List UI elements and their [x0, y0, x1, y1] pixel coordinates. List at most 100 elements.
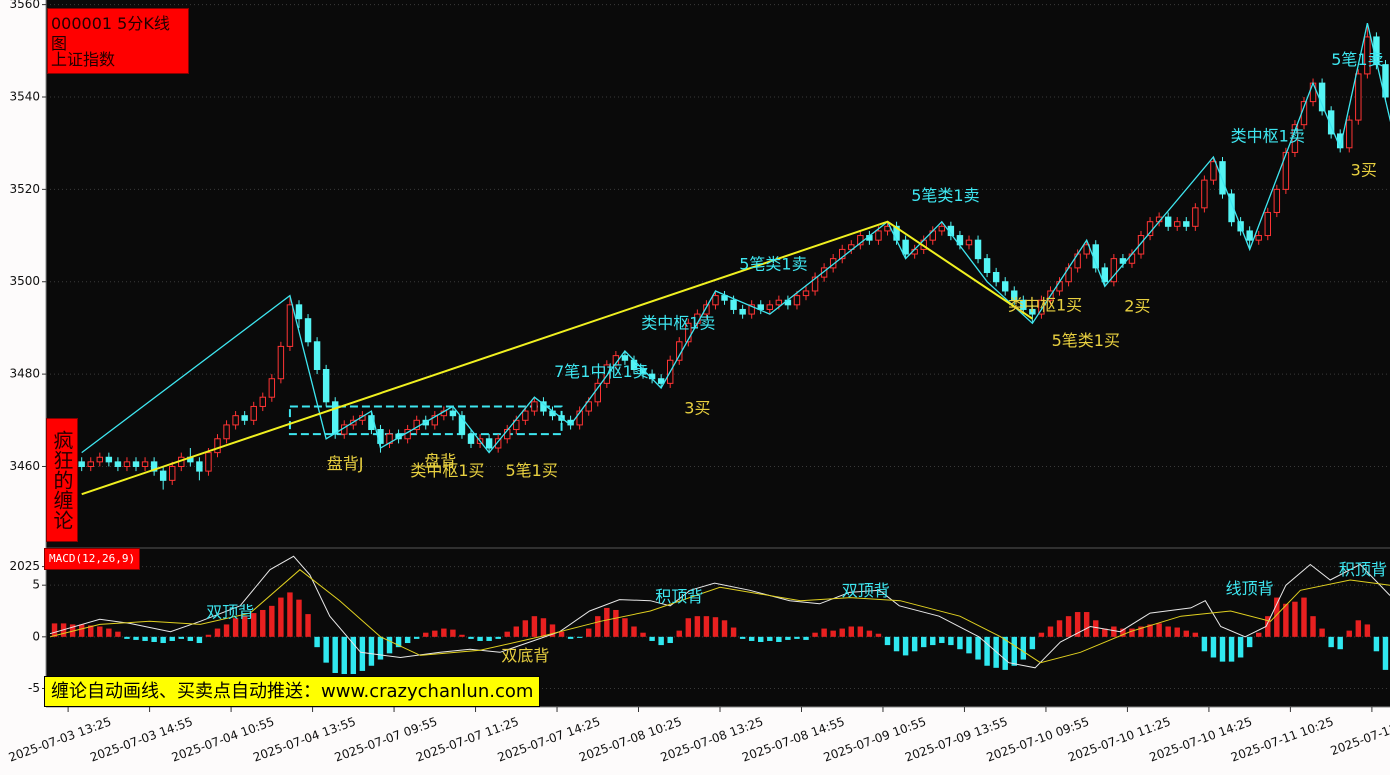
candle-body — [875, 230, 882, 241]
macd-bar — [1237, 636, 1244, 658]
candle-body — [196, 461, 203, 472]
chart-title: 000001 5分K线图 — [51, 14, 170, 53]
annotation: 5笔1卖 — [1331, 50, 1383, 69]
macd-bar — [459, 634, 465, 637]
macd-bar — [595, 616, 601, 637]
annotation: 5笔1买 — [505, 461, 557, 480]
macd-bar — [468, 636, 474, 639]
macd-bar — [576, 636, 583, 638]
macd-bar — [1292, 601, 1298, 637]
candle-body — [1346, 119, 1353, 149]
macd-bar — [911, 636, 918, 652]
candle-body — [1056, 281, 1063, 292]
macd-bar — [730, 627, 737, 637]
macd-bar — [640, 632, 646, 637]
macd-bar — [178, 636, 184, 639]
candle-body — [232, 415, 239, 426]
y-tick-label: 3540 — [9, 89, 40, 103]
macd-bar — [341, 636, 347, 675]
candle-body — [739, 308, 746, 315]
candle-body — [1110, 258, 1118, 283]
macd-bar — [930, 636, 936, 646]
macd-bar — [278, 597, 284, 637]
candle-body — [250, 405, 257, 421]
macd-bar — [676, 630, 682, 637]
macd-bar — [866, 630, 873, 637]
candle-body — [829, 258, 837, 269]
macd-bar — [957, 636, 963, 650]
candle-body — [766, 304, 774, 310]
macd-bar — [450, 629, 456, 637]
macd-bar — [902, 636, 909, 656]
macd-bar — [423, 632, 429, 637]
macd-bar — [69, 624, 76, 637]
macd-bar — [1029, 636, 1036, 650]
macd-bar — [721, 620, 728, 637]
candle-body — [576, 410, 583, 426]
candle-body — [992, 272, 1000, 283]
macd-bar — [196, 636, 203, 644]
banner: 缠论自动画线、买卖点自动推送：www.crazychanlun.com — [44, 676, 541, 707]
macd-bar — [1210, 636, 1217, 658]
price-panel — [46, 0, 1390, 548]
macd-bar — [1120, 628, 1126, 637]
macd-bar — [613, 609, 619, 637]
candle-body — [123, 461, 131, 467]
macd-bar — [359, 636, 366, 671]
y-tick-label: -5 — [28, 681, 40, 695]
candle-body — [1273, 188, 1281, 213]
macd-bar — [1246, 636, 1253, 648]
candle-body — [1137, 235, 1145, 255]
macd-bar — [748, 636, 755, 641]
macd-bar — [142, 636, 148, 641]
candle-body — [169, 465, 176, 481]
annotation: 5笔类1买 — [1052, 331, 1120, 350]
y-tick-label: 3480 — [9, 367, 40, 381]
macd-bar — [794, 636, 800, 639]
macd-bar — [604, 607, 610, 637]
macd-bar — [767, 636, 773, 641]
macd-bar — [332, 636, 338, 673]
macd-bar — [1102, 628, 1108, 637]
macd-bar — [1337, 636, 1343, 650]
candle-body — [703, 304, 710, 315]
macd-bar — [106, 628, 112, 637]
candle-body — [1228, 193, 1235, 223]
candle-body — [1382, 64, 1389, 98]
macd-bar — [395, 636, 402, 648]
macd-bar — [160, 636, 166, 644]
candle-body — [214, 438, 221, 454]
macd-bar — [921, 636, 927, 648]
candle-body — [78, 461, 85, 467]
candle-body — [331, 401, 339, 435]
macd-line — [49, 569, 1390, 664]
candle-body — [1192, 207, 1199, 227]
macd-bar — [1002, 636, 1008, 670]
macd-bar — [368, 636, 375, 666]
candle-body — [1327, 110, 1335, 135]
macd-bar — [151, 636, 157, 642]
candle-body — [1083, 244, 1090, 255]
macd-bar — [1056, 620, 1063, 637]
candle-body — [1201, 179, 1208, 209]
macd-bar — [287, 592, 293, 637]
candle-body — [467, 433, 475, 444]
candle-body — [268, 378, 276, 398]
macd-bar — [404, 636, 411, 644]
candle-body — [259, 396, 266, 407]
annotation: 类中枢1买 — [1008, 296, 1082, 315]
macd-bar — [1328, 636, 1334, 648]
y-tick-label: 0 — [32, 629, 40, 643]
y-tick-label: 2025 — [9, 559, 40, 573]
candle-body — [757, 304, 764, 310]
macd-bar — [1364, 624, 1371, 637]
macd-bar — [948, 636, 954, 646]
macd-bar — [1310, 616, 1316, 637]
macd-bar — [622, 618, 628, 637]
macd-bar — [1265, 616, 1271, 637]
macd-bar — [51, 623, 58, 637]
macd-bar — [712, 617, 719, 637]
macd-bar — [1038, 632, 1045, 637]
candle-body — [431, 415, 439, 426]
